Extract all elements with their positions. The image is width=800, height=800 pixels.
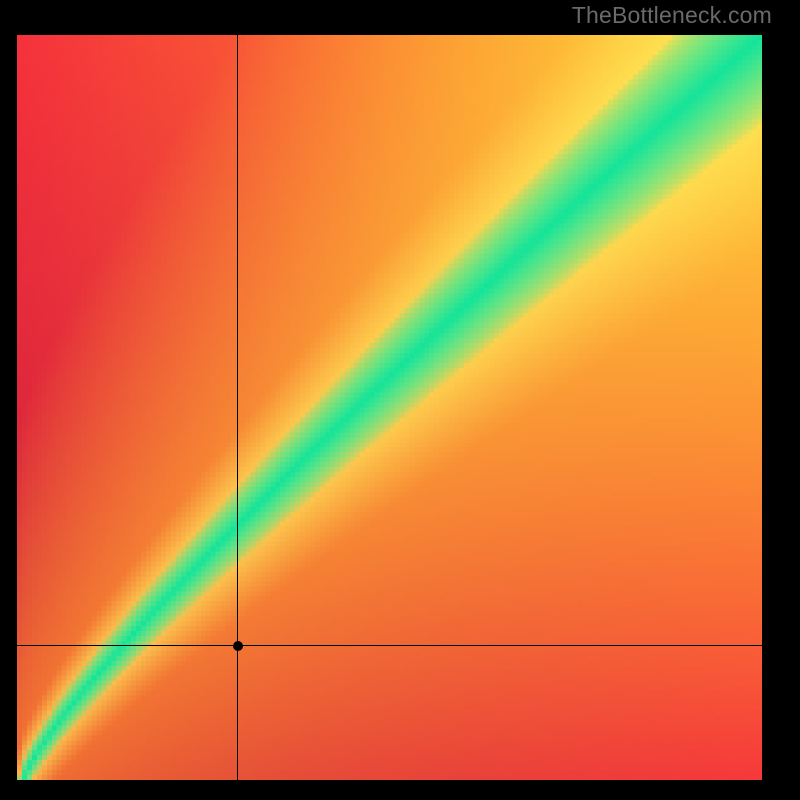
chart-outer-frame: TheBottleneck.com [0, 0, 800, 800]
watermark-text: TheBottleneck.com [572, 2, 772, 29]
heatmap-canvas [17, 35, 762, 780]
heatmap-plot-area [17, 35, 762, 780]
